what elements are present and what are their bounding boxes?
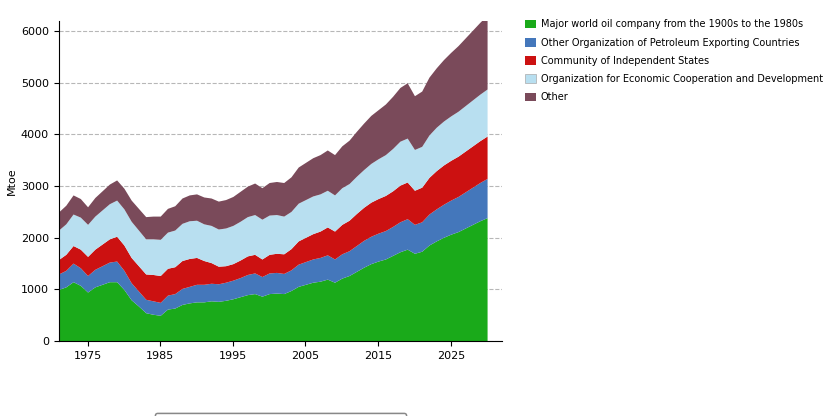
Legend: Major world oil company from the 1900s to the 1980s, Other Organization of Petro: Major world oil company from the 1900s t… xyxy=(523,17,825,104)
Legend: GULF, Other OPEC, CIS, OECD, Other: GULF, Other OPEC, CIS, OECD, Other xyxy=(155,413,405,416)
Y-axis label: Mtoe: Mtoe xyxy=(7,167,17,195)
